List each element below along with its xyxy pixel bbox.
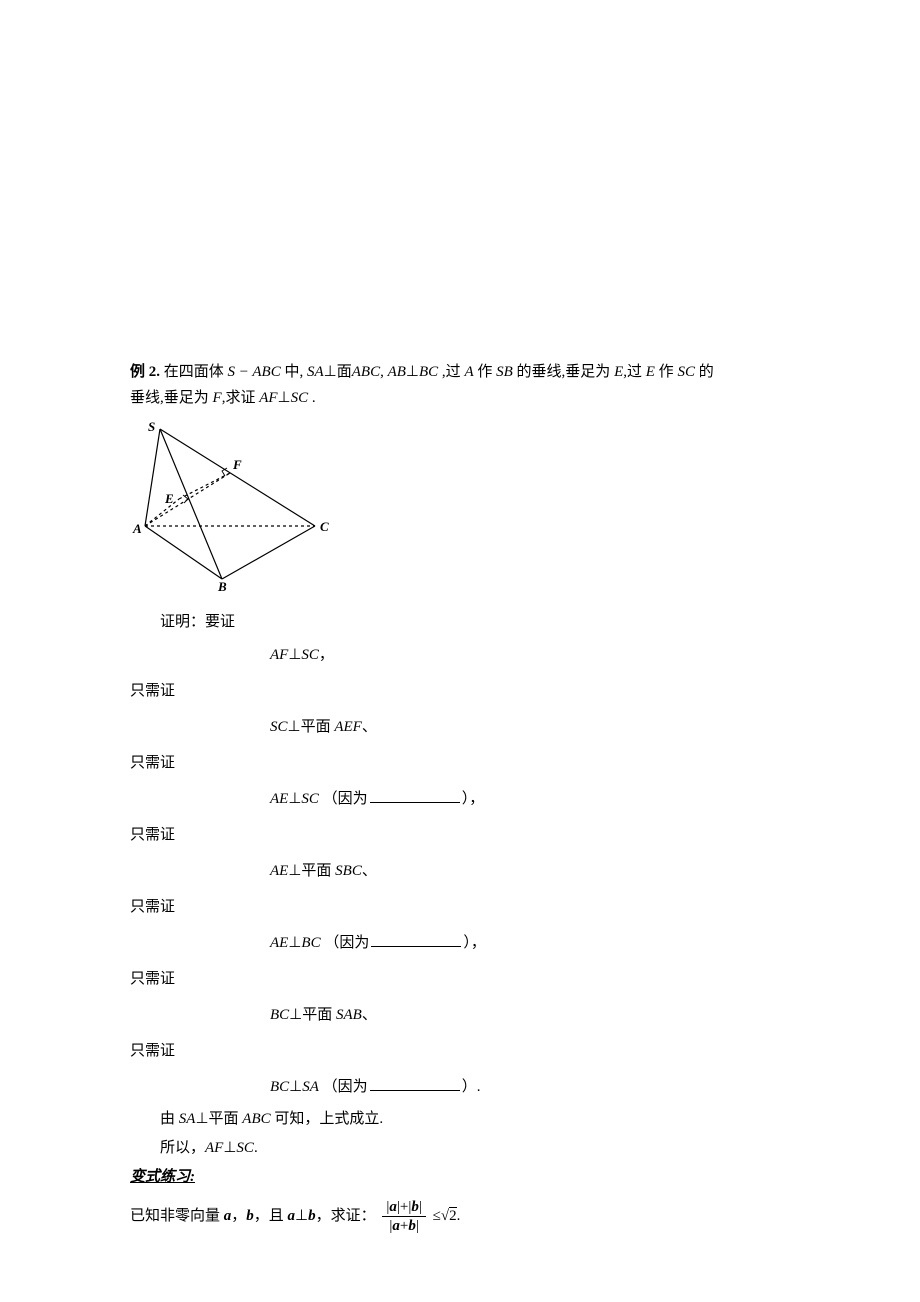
svg-text:B: B (217, 579, 227, 594)
proof-label: 证明：要证 (160, 607, 790, 637)
blank-2[interactable] (371, 931, 461, 947)
proof-step-5: AE⊥BC （因为）， (270, 925, 790, 961)
proof-need-2: 只需证 (130, 745, 790, 781)
proof-need-5: 只需证 (130, 961, 790, 997)
blank-3[interactable] (370, 1075, 460, 1091)
proof-step-7: BC⊥SA （因为）. (270, 1069, 790, 1105)
proof-conclusion-1: 由 SA⊥平面 ABC 可知，上式成立. (160, 1105, 790, 1134)
proof-step-4: AE⊥平面 SBC、 (270, 853, 790, 889)
proof-need-4: 只需证 (130, 889, 790, 925)
problem-label: 例 2. (130, 364, 160, 380)
svg-text:S: S (148, 421, 155, 434)
svg-text:C: C (320, 519, 329, 534)
proof-step-3: AE⊥SC （因为）， (270, 781, 790, 817)
problem-statement: 例 2. 在四面体 S − ABC 中, SA⊥面ABC, AB⊥BC ,过 A… (130, 360, 790, 386)
proof-need-6: 只需证 (130, 1033, 790, 1069)
proof-step-2: SC⊥平面 AEF、 (270, 709, 790, 745)
proof-step-6: BC⊥平面 SAB、 (270, 997, 790, 1033)
tetrahedron-svg: S A B C E F (130, 421, 330, 598)
page-content: 例 2. 在四面体 S − ABC 中, SA⊥面ABC, AB⊥BC ,过 A… (130, 360, 790, 1235)
proof-need-3: 只需证 (130, 817, 790, 853)
problem-text: 在四面体 S − ABC 中, SA⊥面ABC, AB⊥BC ,过 A 作 SB… (164, 364, 714, 380)
variant-problem: 已知非零向量 a，b，且 a⊥b，求证： |a|+|b| |a+b| ≤√2. (130, 1198, 790, 1235)
proof-step-1: AF⊥SC， (270, 637, 790, 673)
proof-need-1: 只需证 (130, 673, 790, 709)
fraction: |a|+|b| |a+b| (382, 1198, 426, 1235)
svg-text:E: E (164, 491, 174, 506)
svg-text:A: A (132, 521, 142, 536)
svg-text:F: F (232, 457, 242, 472)
proof-conclusion-2: 所以，AF⊥SC. (160, 1134, 790, 1163)
variant-title: 变式练习: (130, 1162, 790, 1192)
tetrahedron-figure: S A B C E F (130, 421, 790, 603)
problem-statement-line2: 垂线,垂足为 F,求证 AF⊥SC . (130, 386, 790, 412)
blank-1[interactable] (370, 787, 460, 803)
